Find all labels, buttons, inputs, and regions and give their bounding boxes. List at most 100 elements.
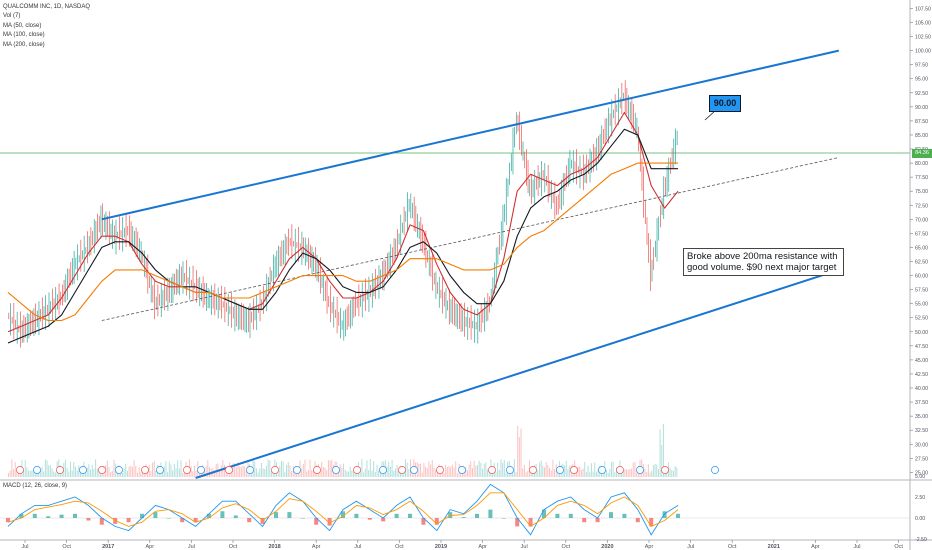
volume-bar (68, 471, 70, 477)
volume-bar (594, 462, 596, 477)
y-tick-label: 40.00 (915, 386, 928, 392)
volume-bar (64, 459, 66, 477)
earnings-marker (16, 466, 24, 474)
volume-bar (13, 469, 15, 477)
annotation-note[interactable]: Broke above 200ma resistance with good v… (683, 248, 844, 276)
volume-bar (292, 466, 294, 477)
volume-bar (269, 460, 271, 477)
x-tick-label: 2019 (435, 544, 447, 550)
volume-bar (162, 469, 164, 477)
dividend-marker (33, 466, 41, 474)
volume-bar (500, 459, 502, 477)
y-tick-label: 72.50 (915, 203, 928, 209)
volume-bar (140, 472, 142, 477)
volume-bar (158, 471, 160, 477)
y-tick-label: 85.00 (915, 133, 928, 139)
volume-bar (605, 469, 607, 477)
target-callout[interactable]: 90.00 (709, 95, 741, 112)
volume-bar (622, 470, 624, 477)
volume-bar (473, 460, 475, 477)
volume-bar (279, 465, 281, 477)
volume-bar (374, 471, 376, 477)
volume-bar (351, 470, 353, 477)
y-tick-label: 100.00 (915, 49, 931, 55)
volume-bar (498, 469, 500, 477)
volume-bar (193, 465, 195, 477)
volume-bar (398, 470, 400, 477)
dividend-marker (410, 466, 418, 474)
volume-bar (550, 470, 552, 477)
current-price-tag: 84.36 (912, 149, 932, 158)
volume-bar (207, 460, 209, 477)
volume-bar (590, 463, 592, 477)
volume-bar (306, 471, 308, 477)
macd-histogram-bar (247, 518, 252, 523)
volume-bar (580, 469, 582, 477)
volume-bar (396, 464, 398, 477)
volume-bar (652, 465, 654, 477)
volume-bar (130, 465, 132, 477)
volume-bar (225, 472, 227, 477)
volume-bar (125, 463, 127, 477)
volume-bar (582, 468, 584, 477)
volume-bar (167, 471, 169, 477)
volume-bar (656, 464, 658, 477)
volume-bar (379, 470, 381, 477)
volume-bar (41, 466, 43, 477)
macd-histogram-bar (314, 518, 319, 525)
volume-bar (569, 466, 571, 477)
volume-bar (23, 469, 25, 477)
macd-histogram-bar (233, 515, 238, 518)
volume-bar (291, 470, 293, 477)
volume-bar (475, 465, 477, 477)
macd-histogram-bar (408, 513, 412, 518)
volume-bar (224, 464, 226, 477)
volume-bar (431, 459, 433, 477)
volume-bar (304, 459, 306, 477)
earnings-marker (488, 466, 496, 474)
macd-histogram-bar (274, 512, 278, 518)
y-tick-label: 105.00 (915, 20, 931, 26)
dividend-marker (636, 466, 644, 474)
volume-bar (110, 472, 112, 477)
macd-histogram-bar (193, 518, 198, 523)
volume-bar (337, 469, 339, 477)
volume-bar (671, 469, 673, 477)
volume-bar (540, 460, 542, 477)
volume-bar (632, 462, 634, 477)
volume-bar (282, 461, 284, 477)
macd-histogram-bar (475, 513, 479, 518)
volume-bar (488, 469, 490, 477)
volume-bar (368, 470, 370, 477)
volume-bar (451, 464, 453, 477)
volume-bar (307, 470, 309, 477)
volume-bar (287, 462, 289, 477)
x-tick-label: Oct (229, 544, 238, 550)
volume-bar (153, 461, 155, 477)
volume-bar (616, 467, 618, 477)
volume-bar (311, 469, 313, 477)
x-tick-label: Oct (894, 544, 903, 550)
signal-line (7, 492, 679, 527)
volume-bar (577, 467, 579, 477)
volume-bar (205, 465, 207, 477)
y-tick-label: 55.00 (915, 302, 928, 308)
macd-histogram-bar (434, 518, 439, 525)
volume-bar (644, 468, 646, 477)
volume-bar (418, 463, 420, 477)
volume-bar (470, 461, 472, 477)
volume-bar (565, 460, 567, 477)
volume-bar (123, 468, 125, 477)
macd-histogram-bar (59, 514, 64, 518)
y-tick-label: 62.50 (915, 259, 928, 265)
volume-bar (595, 471, 597, 477)
volume-bar (321, 461, 323, 477)
volume-bar (349, 466, 351, 477)
volume-bar (346, 471, 348, 477)
volume-bar (426, 467, 428, 477)
volume-bar (482, 468, 484, 477)
y-tick-label: 90.00 (915, 105, 928, 111)
macd-histogram-bar (461, 517, 466, 518)
volume-bar (567, 469, 569, 477)
